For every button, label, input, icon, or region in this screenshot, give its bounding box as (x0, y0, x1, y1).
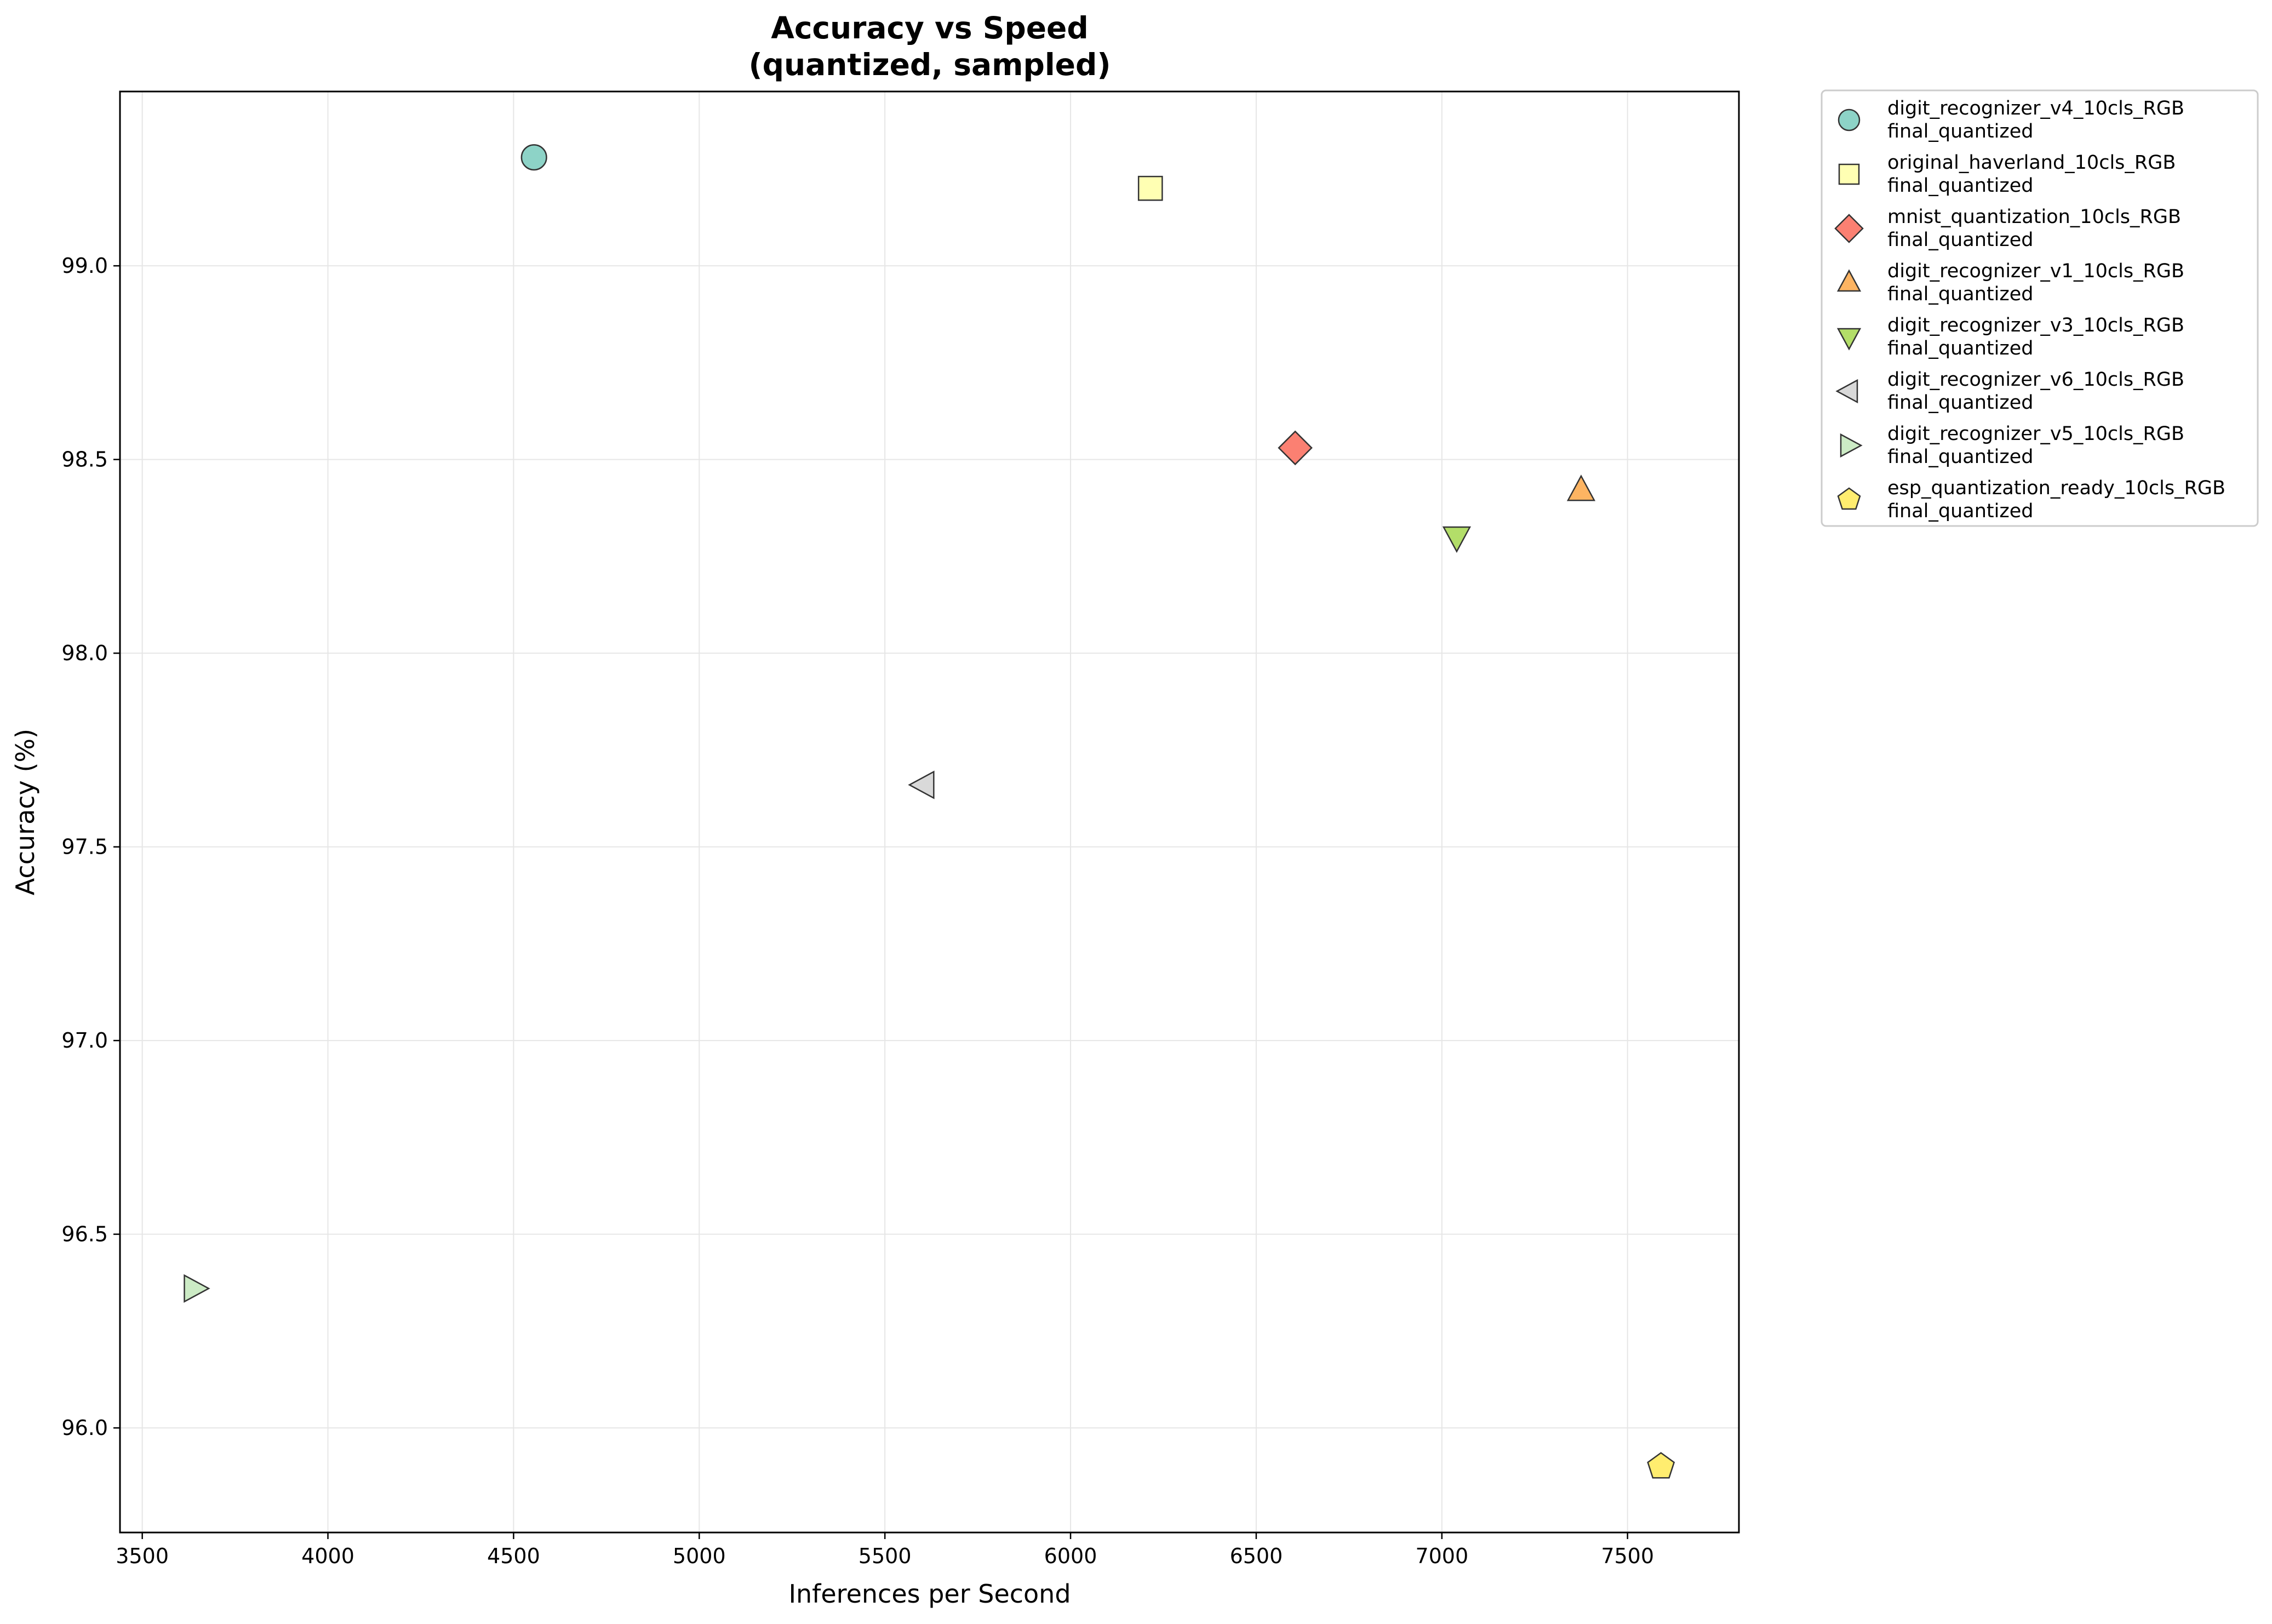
legend-entry-name: digit_recognizer_v4_10cls_RGB (1887, 98, 2184, 119)
plot-frame (119, 90, 1740, 1534)
legend-entry-subtitle: final_quantized (1887, 446, 2034, 468)
x-tick-label: 4000 (301, 1544, 354, 1568)
legend-entry-subtitle: final_quantized (1887, 121, 2034, 142)
x-tick-label: 7500 (1601, 1544, 1654, 1568)
legend-entry-name: digit_recognizer_v5_10cls_RGB (1887, 423, 2184, 445)
legend-box (1821, 89, 2259, 527)
chart-title-line-2: (quantized, sampled) (749, 47, 1111, 82)
y-tick-label: 97.0 (61, 1028, 108, 1053)
x-axis-label: Inferences per Second (788, 1579, 1071, 1609)
x-tick-label: 4500 (487, 1544, 540, 1568)
data-points (184, 144, 1675, 1479)
chart-title-line-1: Accuracy vs Speed (771, 10, 1088, 45)
y-tick-label: 98.0 (61, 641, 108, 665)
y-tick-label: 97.5 (61, 835, 108, 859)
legend-marker-circle (1838, 108, 1861, 131)
legend-entry-name: digit_recognizer_v6_10cls_RGB (1887, 369, 2184, 391)
data-point-triangle-right (184, 1274, 210, 1303)
y-tick-label: 96.0 (61, 1416, 108, 1440)
legend-entry-subtitle: final_quantized (1887, 175, 2034, 197)
grid (120, 92, 1739, 1532)
y-tick-label: 99.0 (61, 254, 108, 278)
y-tick-label: 98.5 (61, 448, 108, 472)
data-point-square (1137, 175, 1163, 201)
data-point-triangle-down (1442, 526, 1472, 553)
y-axis-ticks: 96.0 96.5 97.0 97.5 98.0 98.5 99.0 (61, 254, 120, 1440)
legend-marker-pentagon (1837, 487, 1861, 510)
x-tick-label: 5500 (859, 1544, 912, 1568)
legend-entry-subtitle: final_quantized (1887, 283, 2034, 305)
legend-entry-name: digit_recognizer_v1_10cls_RGB (1887, 260, 2184, 282)
legend-marker-diamond (1834, 214, 1864, 243)
legend-entry-subtitle: final_quantized (1887, 392, 2034, 414)
legend-marker-triangle-up (1836, 269, 1862, 292)
legend-entry-subtitle: final_quantized (1887, 500, 2034, 522)
legend: digit_recognizer_v4_10cls_RGBfinal_quant… (1821, 89, 2259, 527)
x-tick-label: 6000 (1044, 1544, 1097, 1568)
legend-marker-square (1838, 163, 1860, 185)
x-tick-label: 5000 (673, 1544, 726, 1568)
data-point-triangle-left (908, 770, 935, 799)
x-axis-ticks: 3500 4000 4500 5000 5500 6000 6500 7000 7500 (116, 1532, 1654, 1568)
legend-entry-name: original_haverland_10cls_RGB (1887, 152, 2176, 174)
legend-entry-subtitle: final_quantized (1887, 229, 2034, 251)
data-point-circle (520, 144, 547, 171)
legend-entry-name: digit_recognizer_v3_10cls_RGB (1887, 314, 2184, 336)
legend-marker-triangle-down (1836, 328, 1862, 351)
x-tick-label: 7000 (1415, 1544, 1468, 1568)
legend-entry-subtitle: final_quantized (1887, 338, 2034, 359)
y-axis-label: Accuracy (%) (10, 729, 40, 895)
x-tick-label: 6500 (1230, 1544, 1283, 1568)
legend-entry-name: mnist_quantization_10cls_RGB (1887, 206, 2181, 228)
legend-entry-name: esp_quantization_ready_10cls_RGB (1887, 477, 2225, 499)
data-point-diamond (1278, 430, 1313, 466)
legend-marker-triangle-left (1835, 379, 1858, 404)
data-point-pentagon (1647, 1452, 1675, 1479)
y-tick-label: 96.5 (61, 1222, 108, 1246)
legend-marker-triangle-right (1840, 433, 1863, 458)
data-point-triangle-up (1566, 474, 1596, 501)
x-tick-label: 3500 (116, 1544, 169, 1568)
